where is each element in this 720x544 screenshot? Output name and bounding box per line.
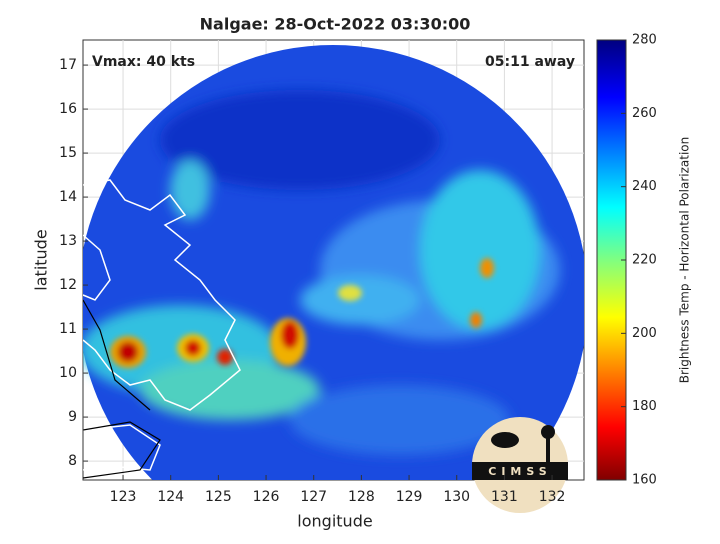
y-tick-label: 14 — [59, 189, 77, 205]
colorbar-tick-label: 180 — [632, 399, 657, 414]
x-tick-label: 123 — [110, 489, 137, 505]
y-tick-label: 15 — [59, 145, 77, 161]
y-tick-label: 13 — [59, 233, 77, 249]
colorbar-tick-label: 220 — [632, 253, 657, 268]
x-tick-label: 131 — [491, 489, 518, 505]
hot-spots — [110, 258, 494, 368]
logo: CIMSS — [472, 417, 568, 513]
swath — [83, 45, 584, 480]
logo-text: CIMSS — [488, 465, 551, 478]
annotation: Vmax: 40 kts — [92, 54, 195, 70]
x-tick-label: 126 — [253, 489, 280, 505]
colorbar-tick-label: 260 — [632, 106, 657, 121]
x-tick-label: 132 — [539, 489, 566, 505]
annotation: 05:11 away — [485, 54, 575, 70]
coastline — [83, 179, 241, 471]
y-tick-label: 16 — [59, 101, 77, 117]
x-tick-label: 130 — [443, 489, 470, 505]
x-tick-label: 127 — [300, 489, 327, 505]
coastline-land — [83, 299, 161, 479]
y-tick-label: 11 — [59, 321, 77, 337]
x-tick-label: 125 — [205, 489, 232, 505]
colorbar-tick-label: 200 — [632, 326, 657, 341]
x-tick-label: 128 — [348, 489, 375, 505]
y-tick-label: 9 — [68, 409, 77, 425]
colorbar-tick-label: 280 — [632, 33, 657, 48]
colorbar-tick-label: 160 — [632, 473, 657, 488]
y-tick-label: 17 — [59, 57, 77, 73]
y-tick-label: 10 — [59, 365, 77, 381]
y-axis-label: latitude — [32, 229, 51, 290]
colorbar-label: Brightness Temp - Horizontal Polarizatio… — [678, 137, 692, 384]
chart-title: Nalgae: 28-Oct-2022 03:30:00 — [200, 15, 471, 34]
x-axis-label: longitude — [297, 512, 372, 531]
colorbar-tick-label: 240 — [632, 179, 657, 194]
y-tick-label: 12 — [59, 277, 77, 293]
x-tick-label: 124 — [157, 489, 184, 505]
x-tick-label: 129 — [396, 489, 423, 505]
y-tick-label: 8 — [68, 453, 77, 469]
